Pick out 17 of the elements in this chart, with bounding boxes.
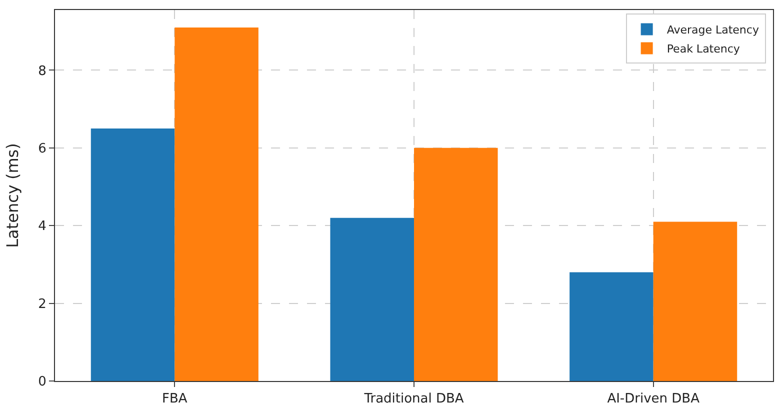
y-tick-label: 0 xyxy=(38,374,46,390)
bar xyxy=(174,27,258,381)
y-tick-label: 2 xyxy=(38,296,46,312)
legend-label: Average Latency xyxy=(666,24,760,36)
y-axis-title: Latency (ms) xyxy=(3,143,22,248)
bar xyxy=(653,222,738,381)
bar xyxy=(414,148,498,381)
y-tick-label: 6 xyxy=(38,141,46,156)
x-tick-label: AI-Driven DBA xyxy=(607,392,700,407)
y-tick-label: 4 xyxy=(38,219,46,234)
x-tick-label: Traditional DBA xyxy=(363,392,464,407)
bar xyxy=(90,128,175,381)
bar xyxy=(570,272,654,381)
y-tick-label: 8 xyxy=(38,64,46,79)
x-tick-label: FBA xyxy=(162,392,188,407)
bar xyxy=(330,218,414,381)
legend-label: Peak Latency xyxy=(666,42,740,56)
